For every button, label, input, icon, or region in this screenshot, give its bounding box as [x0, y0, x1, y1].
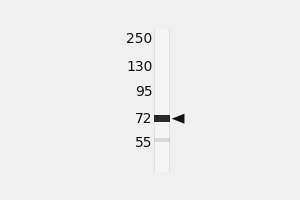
Bar [154, 138, 170, 142]
Text: 95: 95 [135, 85, 153, 99]
Text: 72: 72 [135, 112, 153, 126]
Text: 250: 250 [126, 32, 153, 46]
Polygon shape [172, 114, 184, 124]
Bar [155, 29, 169, 172]
Text: 55: 55 [135, 136, 153, 150]
Bar [154, 29, 170, 172]
Text: 130: 130 [126, 60, 153, 74]
Bar [154, 115, 170, 122]
